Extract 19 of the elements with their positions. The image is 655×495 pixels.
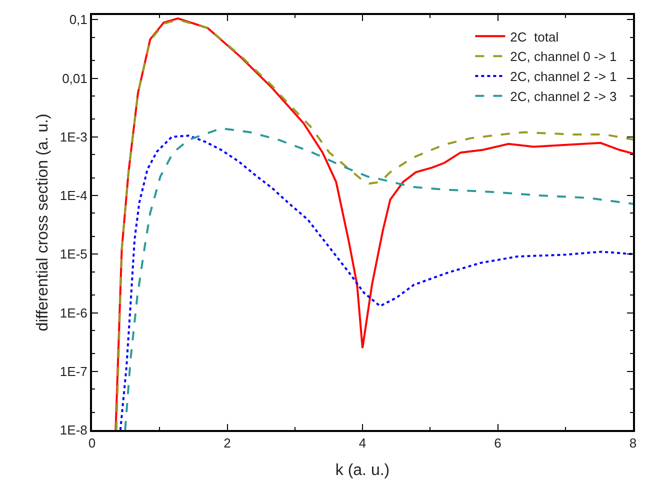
legend-label: 2C, channel 2 -> 3 xyxy=(510,88,617,104)
legend-label: 2C, channel 2 -> 1 xyxy=(510,69,617,84)
x-tick-label: 4 xyxy=(358,436,366,451)
y-axis-title: differential cross section (a. u.) xyxy=(34,114,52,332)
y-tick-label: 1E-7 xyxy=(60,364,88,379)
y-tick-label: 1E-8 xyxy=(60,422,88,438)
y-tick-label: 0,1 xyxy=(69,12,88,28)
y-tick-label: 1E-4 xyxy=(60,188,88,204)
x-tick-label: 2 xyxy=(224,436,231,451)
y-tick-label: 1E-6 xyxy=(60,305,88,320)
y-tick-label: 0,01 xyxy=(62,70,88,86)
legend-label: 2C, channel 0 -> 1 xyxy=(510,49,617,64)
x-axis-title: k (a. u.) xyxy=(335,462,390,479)
y-tick-label: 1E-5 xyxy=(60,246,88,262)
x-tick-label: 6 xyxy=(494,436,502,451)
x-tick-label: 8 xyxy=(629,436,637,451)
legend-label: 2C total xyxy=(510,29,559,44)
x-tick-label: 0 xyxy=(88,436,96,451)
y-tick-label: 1E-3 xyxy=(60,129,88,144)
